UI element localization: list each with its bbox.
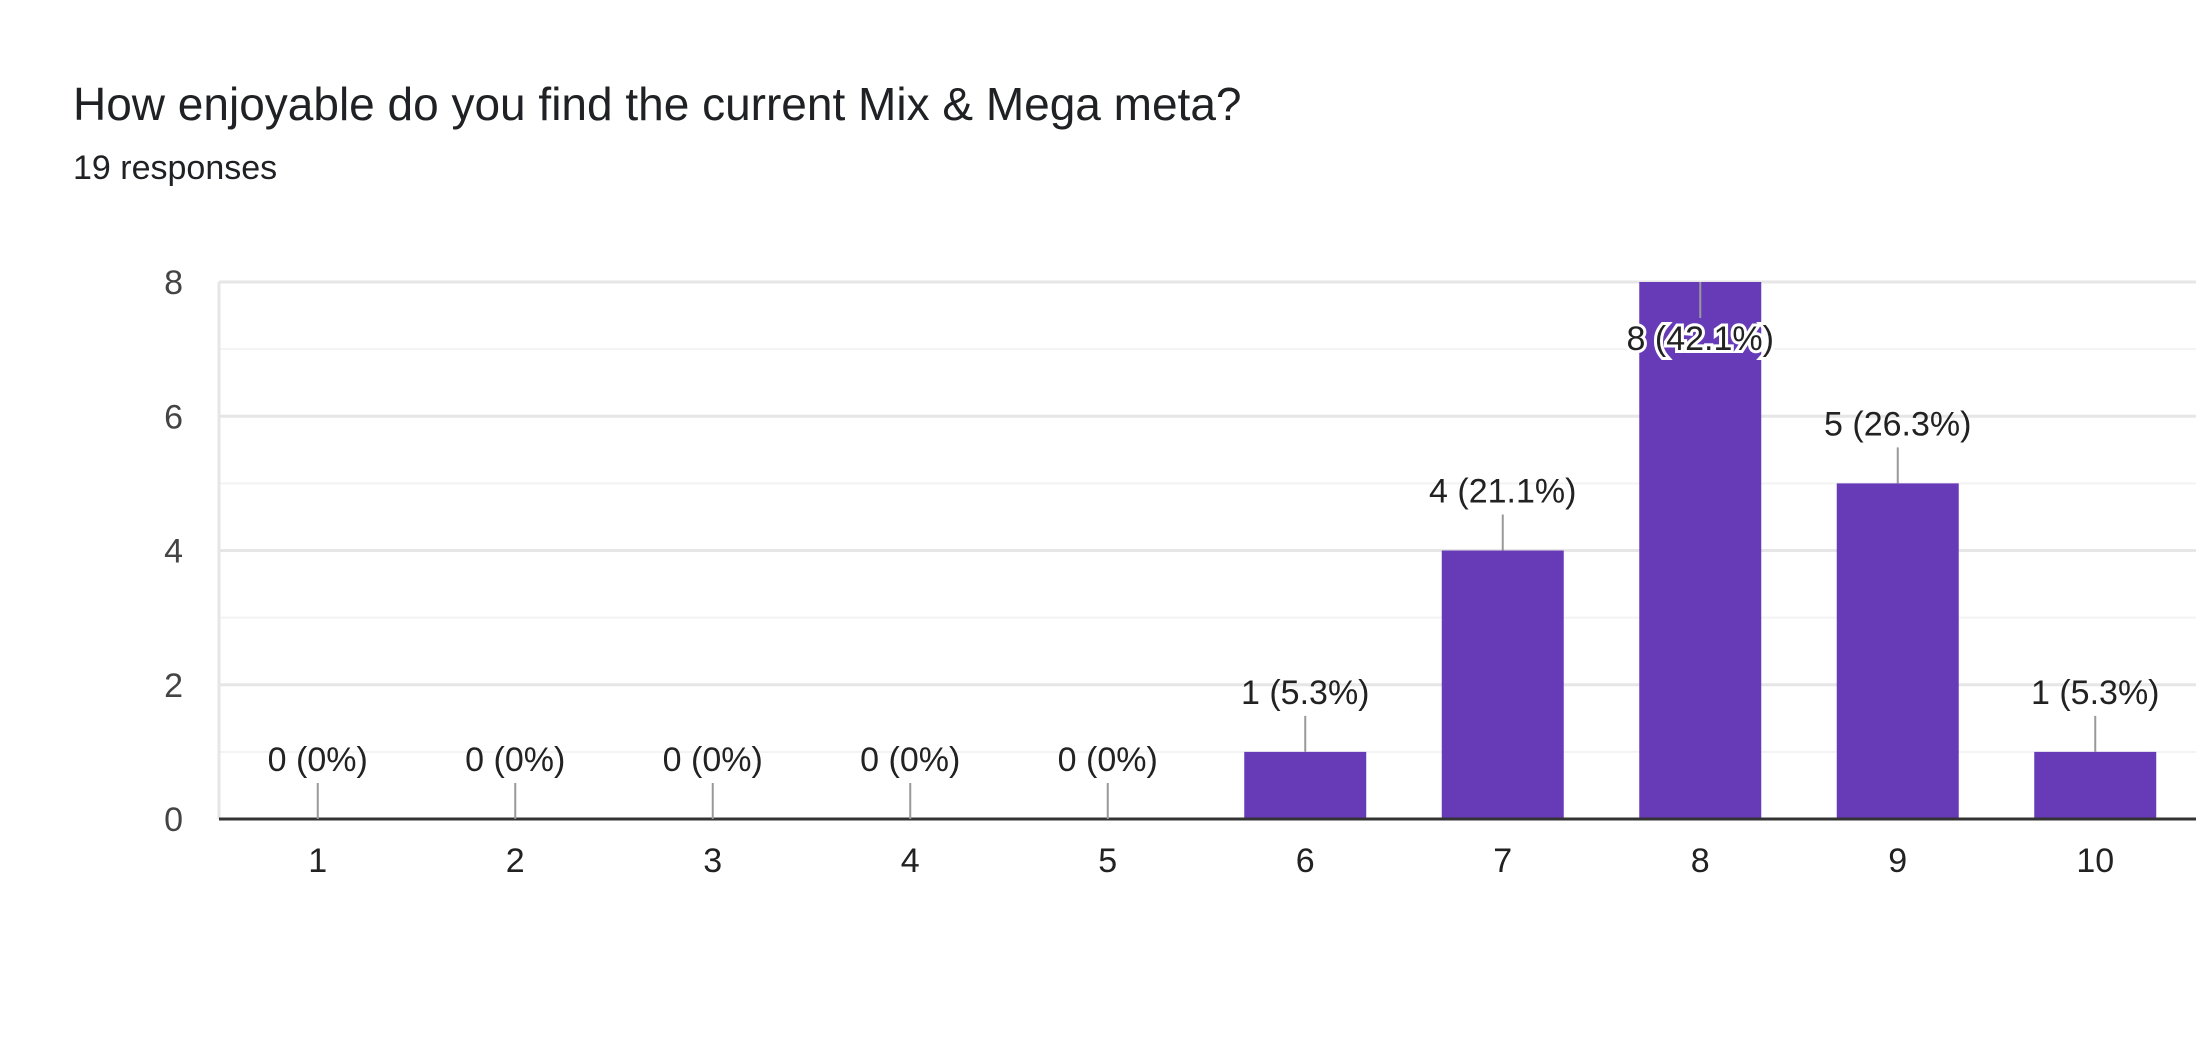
y-axis: 0 2 4 6 8 [164, 264, 183, 839]
y-tick-label: 2 [164, 667, 183, 705]
bar [2034, 751, 2157, 819]
x-tick-label: 1 [308, 842, 327, 880]
data-label: 5 (26.3%) [1824, 405, 1971, 443]
y-tick-label: 0 [164, 801, 183, 839]
x-tick-label: 4 [901, 842, 920, 880]
x-tick-label: 2 [506, 842, 525, 880]
x-tick-label: 3 [703, 842, 722, 880]
x-axis: 1 2 3 4 5 6 7 8 9 10 [219, 817, 2196, 880]
bar [1836, 483, 1959, 819]
x-tick-label: 6 [1296, 842, 1315, 880]
data-labels: 0 (0%) 0 (0%) 0 (0%) 0 (0%) 0 (0%) 1 (5.3%) 4 … [268, 282, 2160, 819]
data-label: 0 (0%) [1058, 741, 1158, 779]
x-tick-label: 8 [1691, 842, 1710, 880]
x-tick-label: 10 [2076, 842, 2114, 880]
bars [1244, 282, 2157, 819]
grid-layer [217, 280, 2196, 819]
x-tick-label: 7 [1493, 842, 1512, 880]
y-tick-label: 4 [164, 533, 183, 571]
data-label: 1 (5.3%) [2031, 674, 2160, 712]
data-label: 0 (0%) [860, 741, 960, 779]
y-tick-label: 8 [164, 264, 183, 302]
data-label: 0 (0%) [465, 741, 565, 779]
bar [1639, 282, 1762, 819]
data-label: 0 (0%) [268, 741, 368, 779]
bar [1441, 550, 1564, 819]
question-title: How enjoyable do you find the current Mi… [73, 78, 1242, 130]
response-count: 19 responses [73, 149, 278, 187]
data-label: 0 (0%) [663, 741, 763, 779]
data-label: 8 (42.1%) [1627, 320, 1774, 358]
x-tick-label: 9 [1888, 842, 1907, 880]
data-label: 4 (21.1%) [1429, 473, 1576, 511]
y-tick-label: 6 [164, 398, 183, 436]
x-tick-label: 5 [1098, 842, 1117, 880]
data-label: 1 (5.3%) [1241, 674, 1370, 712]
bar [1244, 751, 1367, 819]
